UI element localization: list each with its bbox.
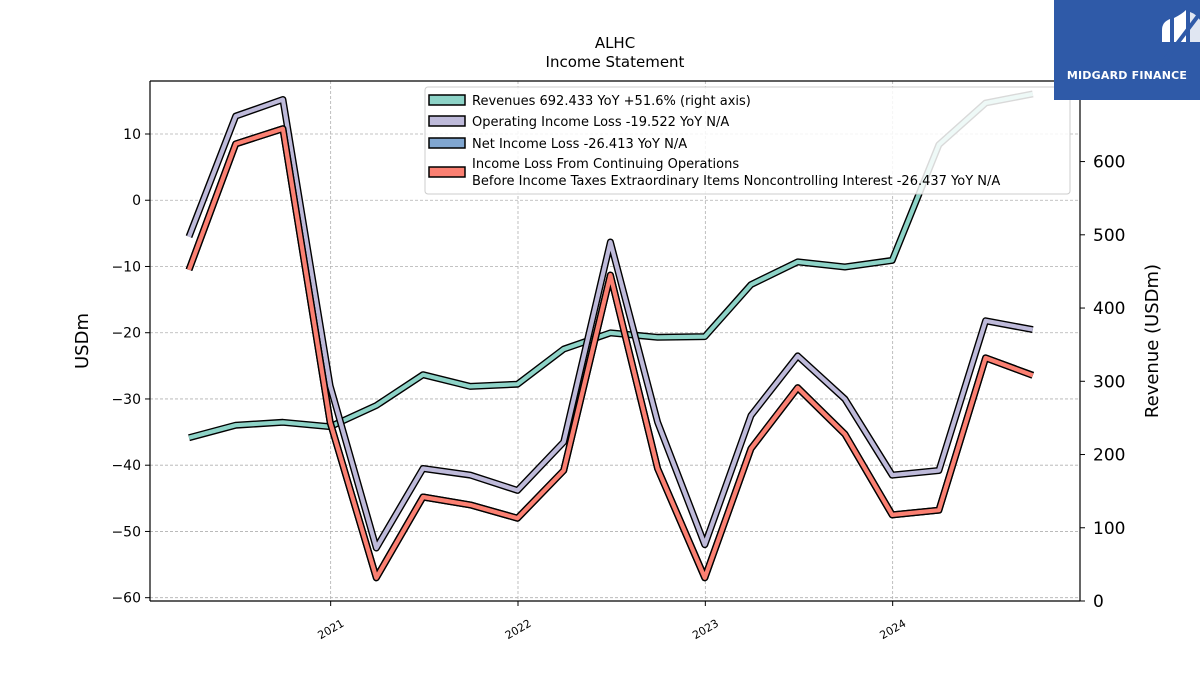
- legend-label: Operating Income Loss -19.522 YoY N/A: [472, 115, 729, 130]
- left-tick-label: −10: [111, 259, 141, 275]
- left-tick-label: −50: [111, 524, 141, 540]
- legend-swatch: [428, 115, 466, 127]
- left-axis-label: USDm: [72, 313, 93, 369]
- x-tick-label: 2022: [503, 617, 534, 642]
- right-tick-label: 600: [1093, 153, 1125, 173]
- midgard-logo-icon: [1158, 9, 1200, 68]
- left-tick-label: 10: [123, 127, 141, 143]
- left-tick-label: −20: [111, 326, 141, 342]
- right-tick-label: 400: [1093, 299, 1125, 319]
- legend-swatch: [428, 137, 466, 149]
- series-income-loss-from-continuing-operations-before-income-taxes-extraordinary-items-noncontrolling-interest-line: [187, 126, 1034, 580]
- x-tick-label: 2021: [316, 617, 347, 642]
- legend-label: Income Loss From Continuing Operations: [472, 157, 739, 172]
- brand-logo: MIDGARD FINANCE: [1054, 0, 1200, 100]
- legend-label: Net Income Loss -26.413 YoY N/A: [472, 137, 687, 152]
- left-tick-label: −40: [111, 458, 141, 474]
- right-axis-label: Revenue (USDm): [1142, 264, 1163, 418]
- legend-swatch: [428, 94, 466, 106]
- chart-subtitle: Income Statement: [546, 53, 685, 71]
- legend-swatch: [428, 166, 466, 178]
- legend-label: Revenues 692.433 YoY +51.6% (right axis): [472, 94, 751, 109]
- brand-name: MIDGARD FINANCE: [1066, 69, 1188, 82]
- x-tick-label: 2024: [878, 617, 909, 642]
- left-tick-label: −30: [111, 392, 141, 408]
- left-tick-label: −60: [111, 591, 141, 607]
- right-tick-label: 200: [1093, 446, 1125, 466]
- legend-label: Before Income Taxes Extraordinary Items …: [472, 174, 1000, 189]
- series-operating-income-loss-line: [187, 97, 1034, 551]
- right-tick-label: 0: [1093, 592, 1104, 612]
- x-tick-label: 2023: [690, 617, 721, 642]
- right-tick-label: 100: [1093, 519, 1125, 539]
- legend-box: [424, 86, 1071, 195]
- right-tick-label: 300: [1093, 372, 1125, 392]
- left-tick-label: 0: [132, 193, 141, 209]
- right-tick-label: 500: [1093, 226, 1125, 246]
- series-income-loss-from-continuing-operations-before-income-taxes-extraordinary-items-noncontrolling-interest-outline: [185, 125, 1035, 582]
- chart-title: ALHC: [595, 34, 635, 52]
